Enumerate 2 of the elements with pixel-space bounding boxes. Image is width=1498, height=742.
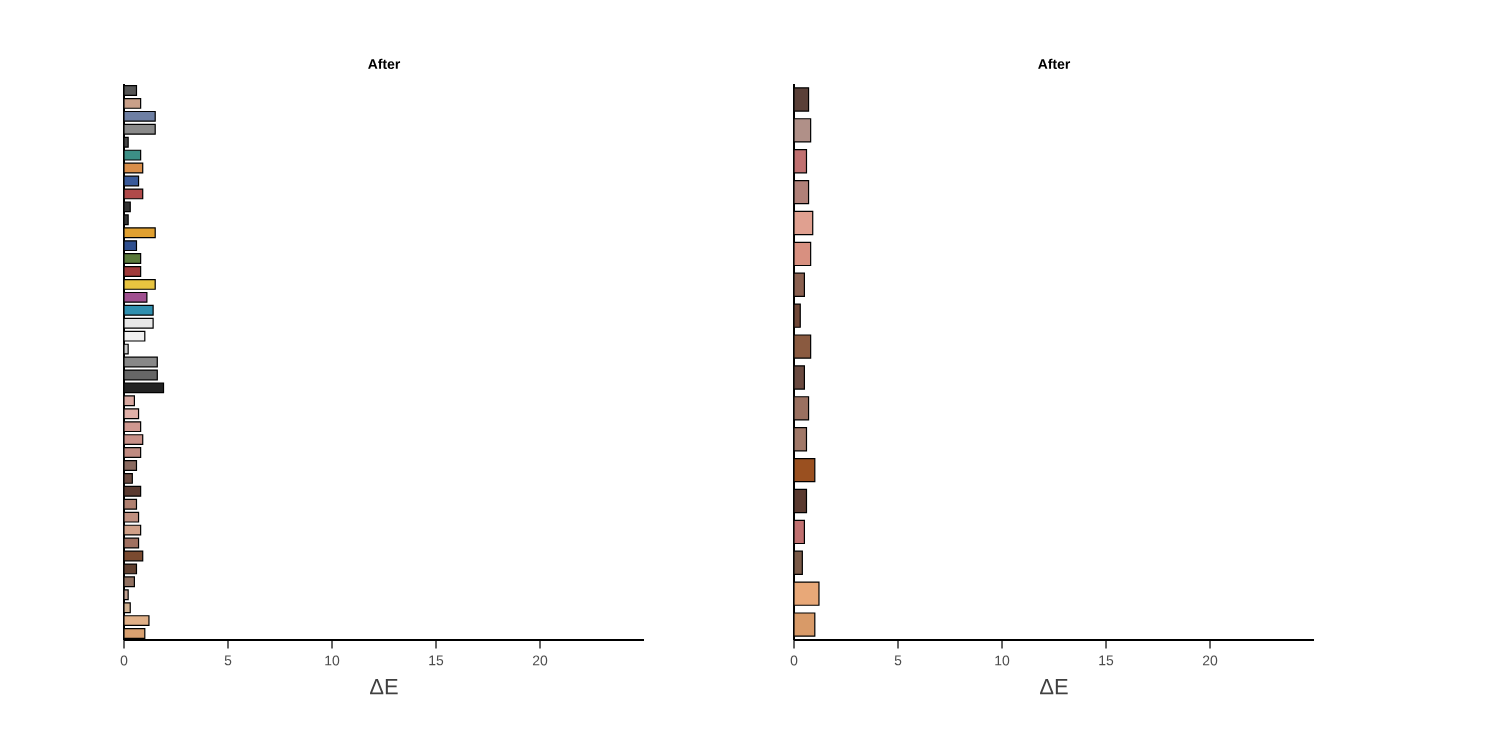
x-axis-title: ΔE: [370, 679, 398, 695]
x-axis-title: ΔE: [1040, 679, 1068, 695]
